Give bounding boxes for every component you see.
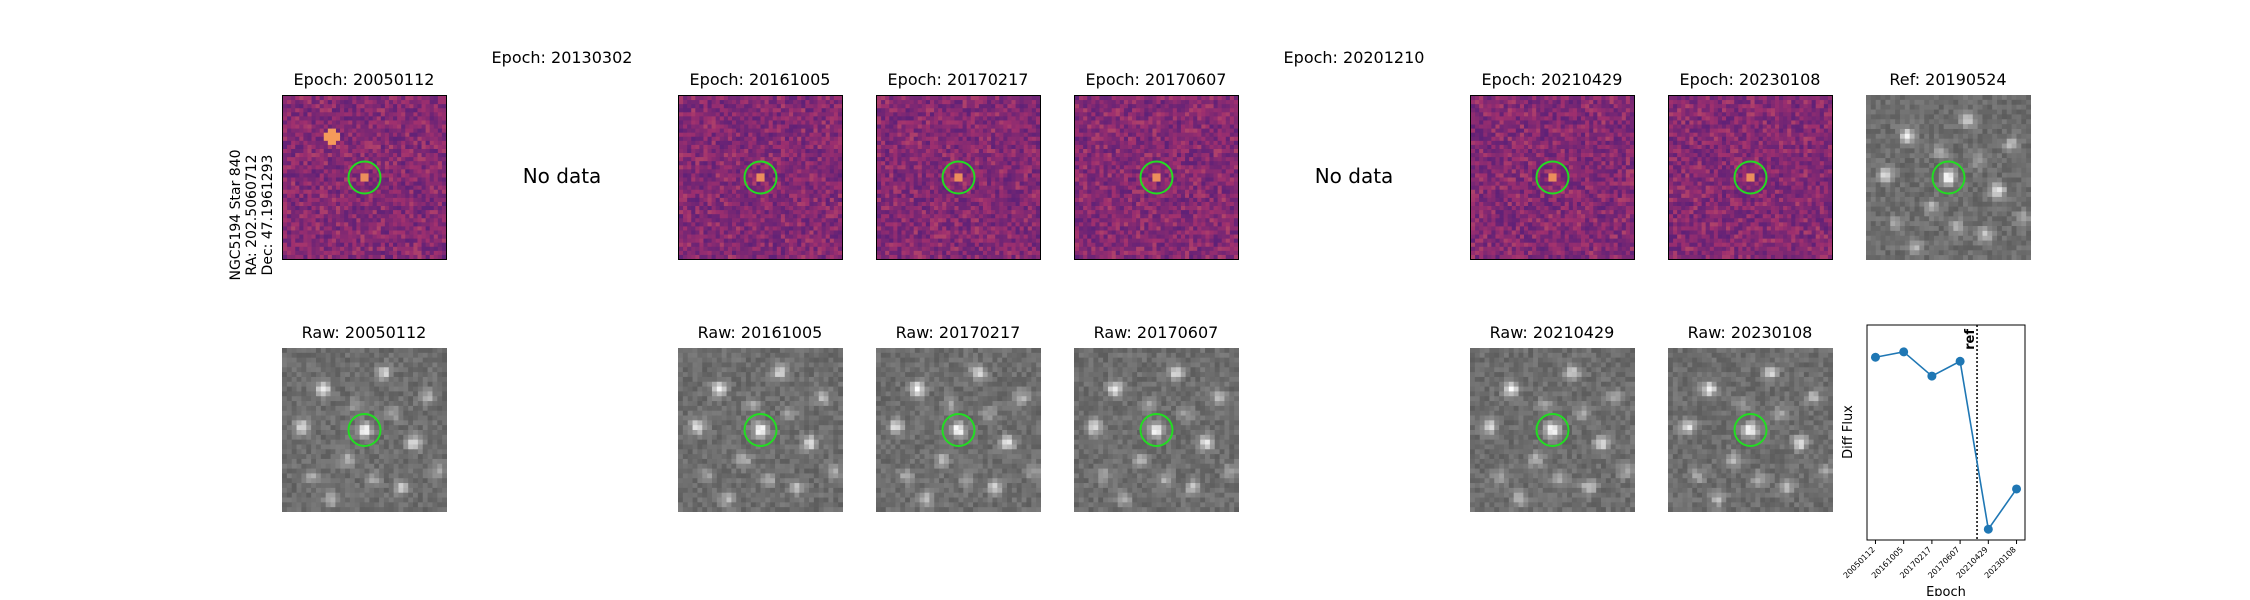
raw-title-2: Raw: 20161005 bbox=[697, 323, 823, 342]
target-circle bbox=[1535, 413, 1570, 447]
raw-image-20230108 bbox=[1668, 348, 1833, 512]
raw-image-20161005 bbox=[678, 348, 843, 512]
target-circle bbox=[1139, 413, 1174, 447]
star-label: NGC5194 Star 840 RA: 202.5060712 Dec: 47… bbox=[222, 149, 282, 280]
diff-title-2: Epoch: 20130302 bbox=[491, 48, 633, 67]
diff-image-20050112 bbox=[282, 95, 447, 260]
target-circle bbox=[1139, 160, 1174, 195]
x-axis-label: Epoch bbox=[1926, 585, 1966, 596]
star-name: NGC5194 Star 840 bbox=[228, 149, 244, 281]
y-axis-label: Diff Flux bbox=[1841, 405, 1856, 459]
diff-image-20230108 bbox=[1668, 95, 1833, 260]
plot-frame bbox=[1866, 324, 2026, 541]
data-point bbox=[2012, 484, 2022, 494]
diff-image-20170607 bbox=[1074, 95, 1239, 260]
diff-image-20170217 bbox=[876, 95, 1041, 260]
target-circle bbox=[1733, 160, 1768, 195]
star-ra: RA: 202.5060712 bbox=[244, 154, 260, 276]
target-circle bbox=[743, 160, 778, 195]
target-circle bbox=[1931, 160, 1966, 195]
diff-title-8: Epoch: 20230108 bbox=[1679, 70, 1821, 89]
diff-title-7: Epoch: 20210429 bbox=[1481, 70, 1623, 89]
target-circle bbox=[1733, 413, 1768, 447]
target-circle bbox=[941, 413, 976, 447]
no-data-20201210: No data bbox=[1314, 164, 1394, 188]
raw-image-20210429 bbox=[1470, 348, 1635, 512]
data-point bbox=[1927, 371, 1937, 381]
target-circle bbox=[347, 160, 382, 195]
data-point bbox=[1899, 347, 1909, 357]
star-dec: Dec: 47.1961293 bbox=[260, 154, 276, 276]
diff-title-4: Epoch: 20170217 bbox=[887, 70, 1029, 89]
raw-image-20170607 bbox=[1074, 348, 1239, 512]
ref-image-20190524 bbox=[1866, 95, 2031, 260]
raw-title-5: Raw: 20210429 bbox=[1489, 323, 1615, 342]
diff-title-3: Epoch: 20161005 bbox=[689, 70, 831, 89]
target-circle bbox=[347, 413, 382, 447]
raw-title-1: Raw: 20050112 bbox=[301, 323, 427, 342]
raw-image-20170217 bbox=[876, 348, 1041, 512]
target-circle bbox=[941, 160, 976, 195]
light-curve-chart: 2005011220161005201702172017060720210429… bbox=[1841, 324, 2026, 596]
data-point bbox=[1955, 356, 1965, 366]
raw-title-3: Raw: 20170217 bbox=[895, 323, 1021, 342]
diff-title-6: Epoch: 20201210 bbox=[1283, 48, 1425, 67]
ref-line-label: ref bbox=[1963, 329, 1978, 350]
no-data-20130302: No data bbox=[522, 164, 602, 188]
diff-image-20161005 bbox=[678, 95, 843, 260]
ref-title: Ref: 20190524 bbox=[1889, 70, 2007, 89]
data-point bbox=[1983, 524, 1993, 534]
raw-title-4: Raw: 20170607 bbox=[1093, 323, 1219, 342]
raw-title-6: Raw: 20230108 bbox=[1687, 323, 1813, 342]
diff-title-1: Epoch: 20050112 bbox=[293, 70, 435, 89]
diff-title-5: Epoch: 20170607 bbox=[1085, 70, 1227, 89]
data-point bbox=[1870, 352, 1880, 362]
target-circle bbox=[1535, 160, 1570, 195]
target-circle bbox=[743, 413, 778, 447]
series-line bbox=[1875, 351, 2018, 532]
raw-image-20050112 bbox=[282, 348, 447, 512]
diff-image-20210429 bbox=[1470, 95, 1635, 260]
